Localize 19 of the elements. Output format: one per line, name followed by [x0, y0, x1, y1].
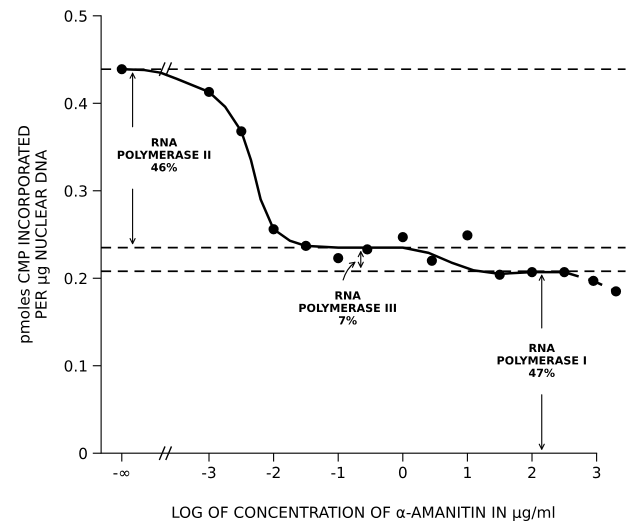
y-tick-label: 0.5 [64, 10, 87, 22]
x-tick-label: -2 [266, 466, 280, 478]
x-tick-label: -∞ [113, 470, 130, 476]
x-tick-label: 1 [464, 466, 471, 478]
annotation: RNA POLYMERASE III 7% [299, 291, 396, 325]
annotation: RNA POLYMERASE I 47% [498, 344, 586, 378]
x-tick-label: 0 [398, 466, 407, 478]
x-tick-label: 2 [528, 466, 536, 478]
y-tick-label: 0.1 [64, 360, 87, 372]
x-tick-label: -1 [331, 466, 344, 478]
y-tick-label: 0.4 [64, 98, 88, 110]
x-tick-label: -3 [202, 466, 216, 478]
y-tick-label: 0.2 [64, 272, 86, 284]
annotation: RNA POLYMERASE II 46% [118, 138, 210, 172]
x-tick-label: 3 [592, 466, 600, 478]
x-axis-title: LOG OF CONCENTRATION OF α-AMANITIN IN µg/ml [172, 506, 554, 521]
y-tick-label: 0 [79, 448, 87, 460]
y-tick-label: 0.3 [64, 185, 87, 197]
y-axis-title: pmoles CMP INCORPORATED PER µg NUCLEAR DNA [18, 126, 50, 343]
